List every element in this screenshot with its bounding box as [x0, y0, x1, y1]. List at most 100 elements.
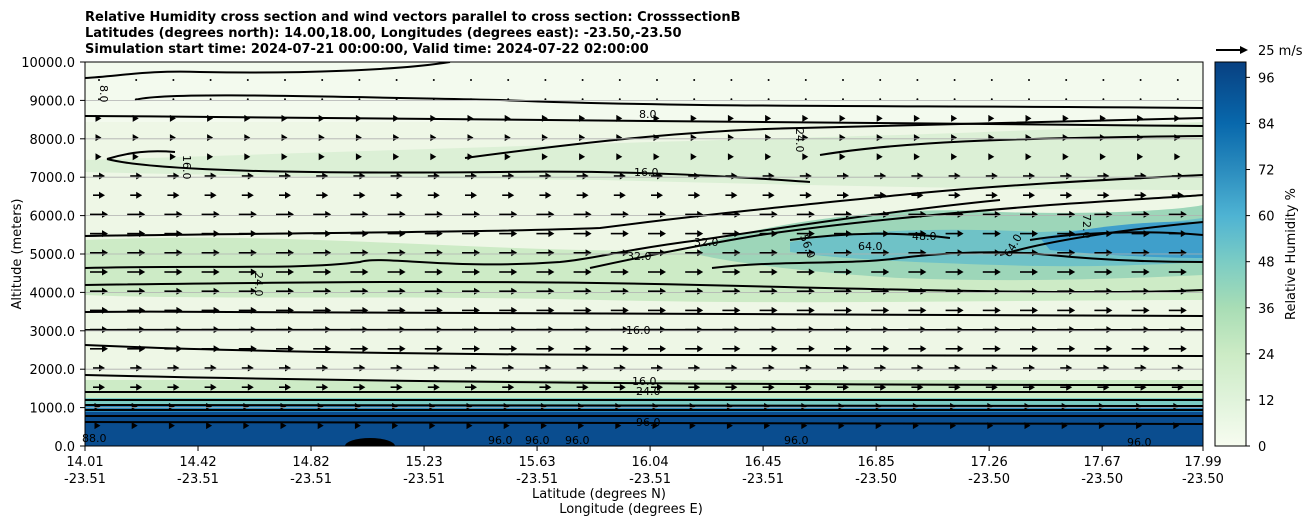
- wind-vector: [167, 383, 180, 391]
- wind-vector: [913, 153, 920, 161]
- wind-vector: [648, 326, 666, 334]
- y-tick-label: 0.0: [54, 440, 75, 455]
- wind-vector: [1168, 345, 1187, 353]
- wind-vector: [244, 153, 251, 161]
- wind-vector: [1061, 402, 1068, 410]
- wind-vector: [1065, 98, 1068, 101]
- wind-vector: [1028, 79, 1030, 81]
- wind-vector: [127, 268, 146, 276]
- wind-vector: [613, 191, 626, 199]
- wind-vector: [1097, 383, 1110, 391]
- wind-vector: [759, 326, 778, 334]
- wind-vector: [951, 153, 958, 161]
- wind-vector: [358, 98, 361, 101]
- contour-label: 32.0: [694, 236, 719, 249]
- x-tick-lon: -23.50: [1081, 472, 1123, 487]
- contour-label: 96.0: [784, 434, 809, 447]
- wind-vector: [90, 306, 108, 314]
- wind-vector: [387, 230, 406, 238]
- wind-vector: [651, 383, 663, 391]
- wind-vector: [465, 191, 477, 199]
- wind-vector: [651, 191, 663, 199]
- contour-label: 8.0: [639, 108, 657, 121]
- wind-vector: [393, 153, 400, 161]
- y-tick-label: 5000.0: [30, 248, 76, 263]
- x-tick-lon: -23.50: [1182, 472, 1224, 487]
- wind-vector: [1099, 134, 1106, 142]
- wind-vector: [540, 422, 547, 430]
- wind-vector: [985, 383, 998, 391]
- wind-vector: [539, 364, 552, 372]
- wind-vector: [912, 422, 919, 430]
- wind-vector: [948, 383, 961, 391]
- wind-vector: [462, 268, 480, 276]
- wind-vector: [470, 98, 472, 101]
- wind-vector: [127, 230, 146, 238]
- wind-vector: [390, 191, 403, 199]
- wind-vector: [1102, 79, 1105, 81]
- wind-vector: [424, 326, 443, 334]
- wind-vector: [387, 345, 406, 353]
- wind-vector: [244, 134, 251, 142]
- x-tick-lat: 17.26: [971, 455, 1008, 470]
- wind-vector: [613, 364, 626, 372]
- wind-vector: [576, 383, 589, 391]
- wind-vector: [1057, 210, 1076, 218]
- wind-vector: [648, 345, 666, 353]
- wind-vector: [321, 79, 324, 81]
- wind-vector: [950, 422, 957, 430]
- wind-vector: [837, 191, 849, 199]
- wind-vector: [504, 114, 511, 122]
- wind-vector: [804, 98, 807, 101]
- wind-vector: [355, 114, 362, 122]
- wind-vector: [209, 79, 212, 81]
- wind-vector: [796, 249, 815, 257]
- wind-vector: [688, 191, 701, 199]
- contour-label: 96.0: [1127, 436, 1152, 449]
- wind-vector: [95, 134, 102, 142]
- contour-56: [711, 251, 1203, 269]
- wind-vector: [759, 249, 778, 257]
- wind-vector: [355, 153, 362, 161]
- wind-vector: [725, 383, 738, 391]
- wind-vector: [1062, 134, 1069, 142]
- wind-vector: [576, 364, 589, 372]
- wind-vector: [395, 98, 398, 101]
- wind-vector: [573, 249, 592, 257]
- wind-vector: [354, 422, 361, 430]
- contour-label: 48.0: [912, 230, 937, 243]
- wind-vector: [945, 287, 964, 295]
- wind-vector: [834, 287, 852, 295]
- wind-vector: [164, 268, 183, 276]
- x-tick-lon: -23.51: [516, 472, 558, 487]
- wind-vector: [201, 249, 220, 257]
- wind-vector: [279, 364, 291, 372]
- wind-vector: [762, 383, 775, 391]
- wind-vector: [834, 210, 852, 218]
- wind-vector: [1057, 268, 1076, 276]
- wind-vector: [581, 79, 584, 81]
- wind-vector: [507, 79, 510, 81]
- wind-vector: [1094, 210, 1113, 218]
- wind-vector: [276, 287, 294, 295]
- wind-vector: [276, 210, 294, 218]
- wind-vector: [1171, 172, 1184, 180]
- wind-vector: [908, 287, 927, 295]
- wind-vector: [1099, 114, 1106, 122]
- wind-vector: [834, 249, 852, 257]
- contour-8-top: [85, 62, 451, 79]
- wind-vector: [765, 114, 772, 122]
- wind-vector: [164, 210, 183, 218]
- wind-vector: [1065, 79, 1068, 81]
- x-tick-lat: 17.67: [1084, 455, 1121, 470]
- wind-vector: [916, 79, 919, 81]
- wind-vector: [503, 402, 510, 410]
- wind-vector: [390, 383, 403, 391]
- wind-vector: [613, 383, 626, 391]
- wind-vector: [465, 383, 477, 391]
- wind-vector: [207, 114, 214, 122]
- plot-area: [85, 62, 1203, 446]
- wind-vector: [911, 383, 924, 391]
- x-axis-label-lon: Longitude (degrees E): [559, 502, 703, 517]
- wind-vector: [390, 172, 403, 180]
